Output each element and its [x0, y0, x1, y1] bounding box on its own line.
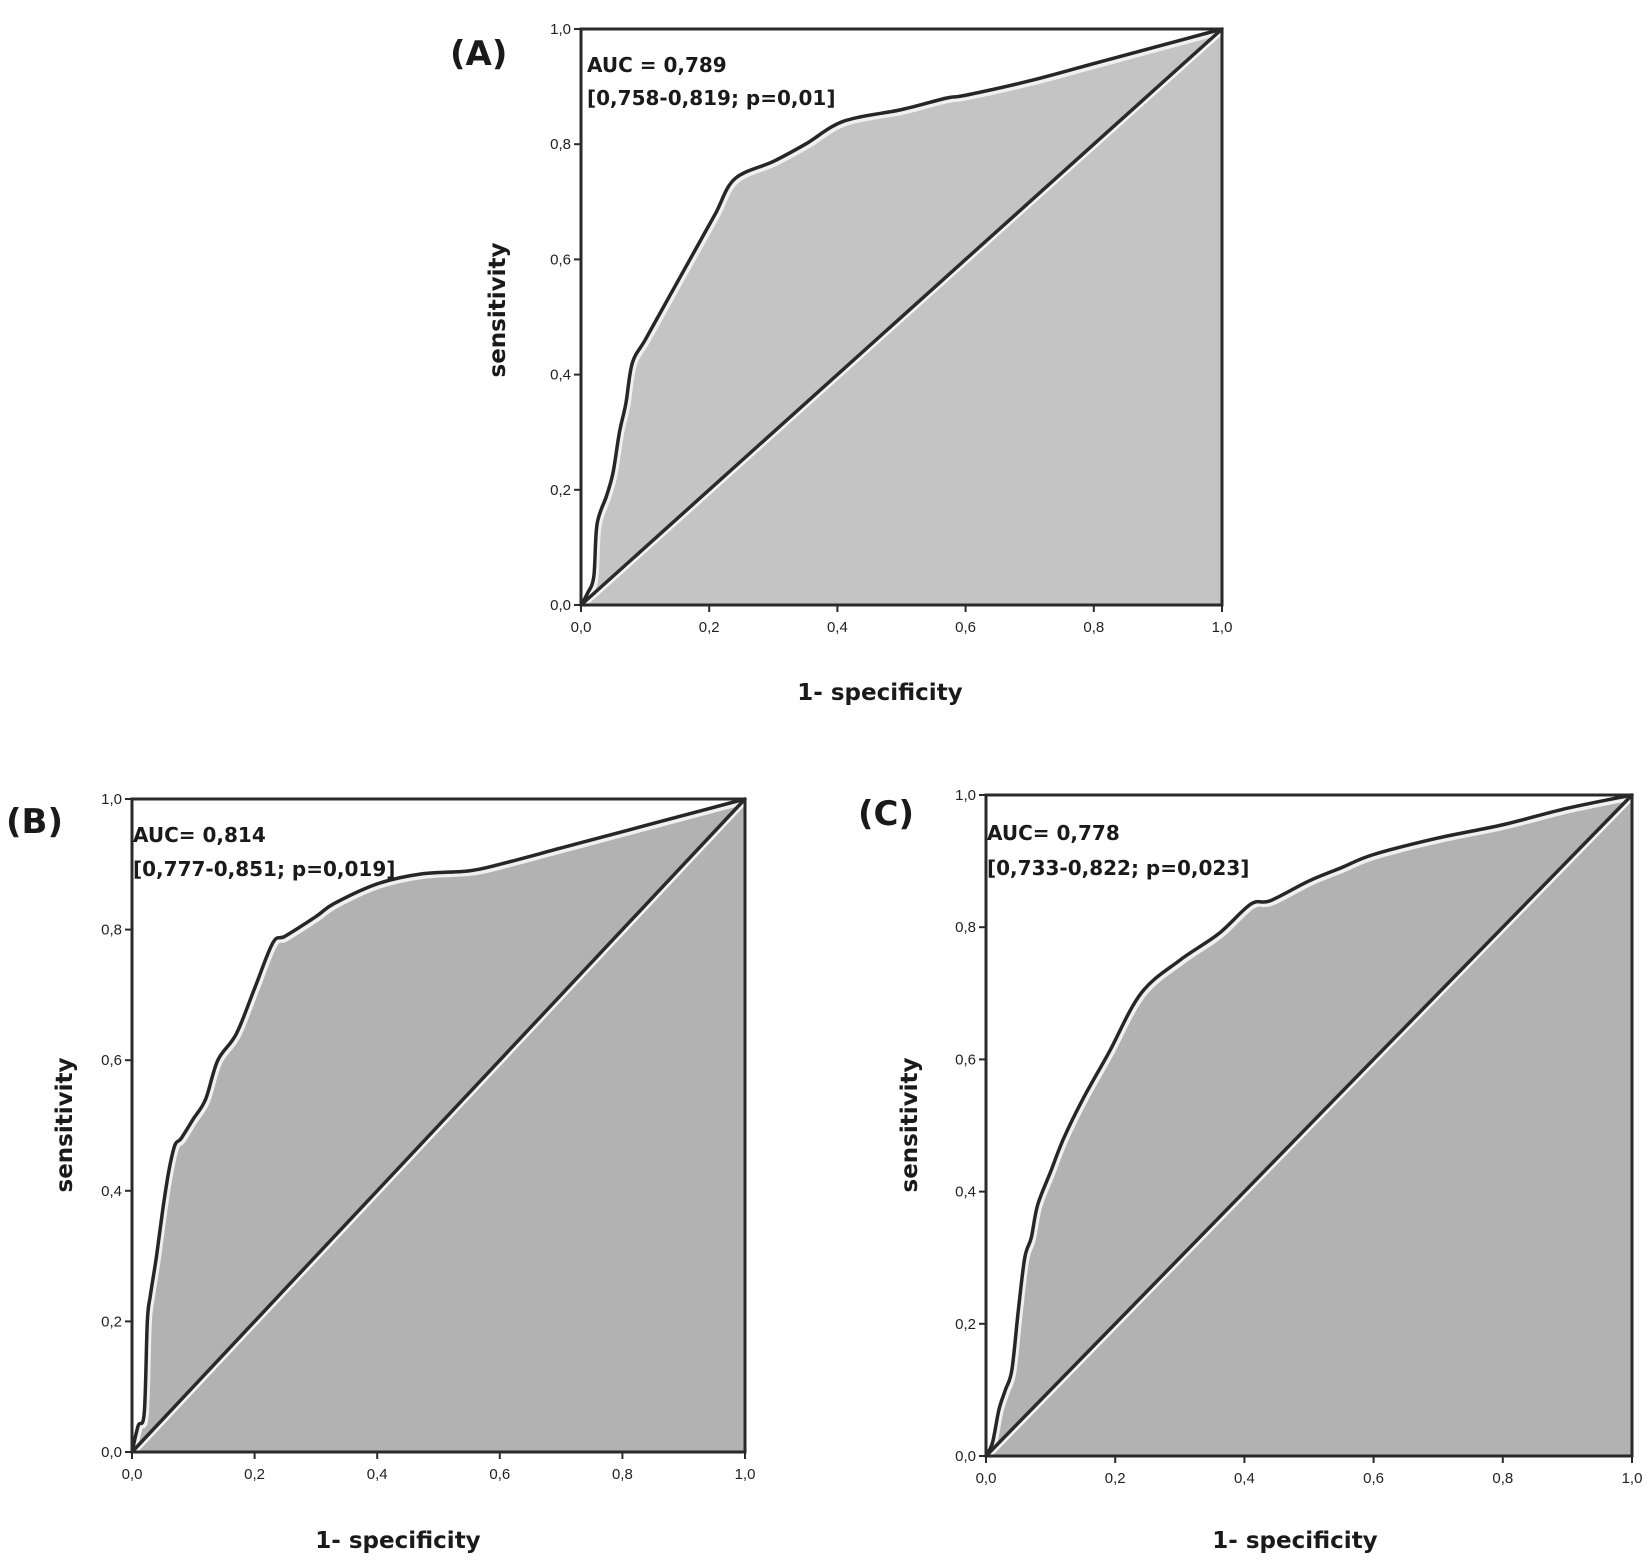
panel-1-x-tick-label: 0,2 [699, 619, 720, 636]
panel-1-plot-frame [579, 27, 1224, 607]
panel-1-y-tick-label: 0,0 [550, 597, 571, 614]
panel-1-y-tick-label: 1,0 [550, 21, 571, 38]
panel-2-y-tick-label: 0,6 [101, 1052, 122, 1069]
panel-3-y-tick-label: 0,6 [955, 1051, 976, 1068]
panel-2-x-tick-label: 0,2 [244, 1466, 265, 1483]
panel-1-auc-ci: [0,758-0,819; p=0,01] [587, 86, 836, 110]
panel-3-letter: (C) [858, 794, 914, 834]
panel-2-above-curve-region [132, 799, 745, 1452]
panel-3-roc-curve [984, 793, 1634, 1458]
panel-2-diagonal-line [130, 797, 747, 1454]
panel-3-diagonal-line [984, 793, 1634, 1458]
panel-1-y-tick-label: 0,2 [550, 482, 571, 499]
panel-2-y-tick-label: 0,0 [101, 1444, 122, 1461]
panel-3-x-axis-title: 1- specificity [1212, 1528, 1377, 1554]
panel-3-y-axis-title: sensitivity [897, 1058, 923, 1193]
panel-3-x-tick-label: 0,0 [976, 1470, 997, 1487]
panel-1-auc-value: AUC = 0,789 [587, 53, 727, 77]
panel-1-x-tick-label: 0,6 [955, 619, 976, 636]
panel-3-y-tick-label: 1,0 [955, 787, 976, 804]
panel-2-x-tick-label: 0,4 [367, 1466, 388, 1483]
panel-3-roc-curve-halo [984, 794, 1635, 1460]
panel-3-y-tick-label: 0,0 [955, 1448, 976, 1465]
panel-3-x-tick-label: 1,0 [1622, 1470, 1643, 1487]
panel-3-auc-ci: [0,733-0,822; p=0,023] [987, 856, 1249, 880]
panel-1-x-axis-title: 1- specificity [797, 680, 962, 706]
panel-2-x-tick-label: 0,0 [122, 1466, 143, 1483]
panel-3-x-tick-label: 0,6 [1363, 1470, 1384, 1487]
panel-1-x-tick-label: 0,4 [827, 619, 848, 636]
panel-2-y-tick-label: 1,0 [101, 791, 122, 808]
panel-1-y-axis-title: sensitivity [485, 243, 511, 378]
panel-2-diagonal-halo [132, 799, 749, 1456]
panel-1-roc-curve-halo [579, 28, 1225, 609]
panel-2-y-axis-title: sensitivity [52, 1058, 78, 1193]
panel-3-y-tick-label: 0,4 [955, 1184, 976, 1201]
panel-2-x-tick-label: 0,8 [612, 1466, 633, 1483]
panel-2-x-axis-title: 1- specificity [315, 1528, 480, 1554]
panel-1-y-tick-label: 0,6 [550, 251, 571, 268]
panel-2-x-tick-label: 0,6 [489, 1466, 510, 1483]
panel-2-x-tick-label: 1,0 [735, 1466, 756, 1483]
panel-3-plot-frame [984, 793, 1634, 1458]
panel-2-plot-frame [130, 797, 747, 1454]
panel-2-roc-curve-halo [130, 798, 748, 1455]
panel-2-roc-curve [130, 797, 747, 1454]
panel-1-roc-curve [579, 27, 1224, 607]
panel-2-auc-ci: [0,777-0,851; p=0,019] [133, 857, 395, 881]
panel-3-x-tick-label: 0,8 [1492, 1470, 1513, 1487]
panel-2-y-tick-label: 0,8 [101, 922, 122, 939]
panel-3-y-tick-label: 0,2 [955, 1316, 976, 1333]
panel-3-y-tick-label: 0,8 [955, 919, 976, 936]
panel-1-x-tick-label: 0,0 [571, 619, 592, 636]
panel-2-y-tick-label: 0,4 [101, 1183, 122, 1200]
panel-1-y-tick-label: 0,4 [550, 367, 571, 384]
panel-3-diagonal-halo [986, 795, 1636, 1460]
panel-1-diagonal-line [579, 27, 1224, 607]
panel-1-diagonal-halo [581, 29, 1226, 609]
panel-3-x-tick-label: 0,4 [1234, 1470, 1255, 1487]
panel-3-auc-value: AUC= 0,778 [987, 821, 1120, 845]
panel-2-letter: (B) [6, 802, 63, 842]
panel-1-y-tick-label: 0,8 [550, 136, 571, 153]
panel-3-above-curve-region [986, 795, 1632, 1456]
panel-1-x-tick-label: 0,8 [1083, 619, 1104, 636]
panel-2-auc-value: AUC= 0,814 [133, 823, 266, 847]
panel-1-letter: (A) [450, 34, 507, 74]
panel-2-y-tick-label: 0,2 [101, 1313, 122, 1330]
panel-1-x-tick-label: 1,0 [1212, 619, 1233, 636]
panel-3-x-tick-label: 0,2 [1105, 1470, 1126, 1487]
